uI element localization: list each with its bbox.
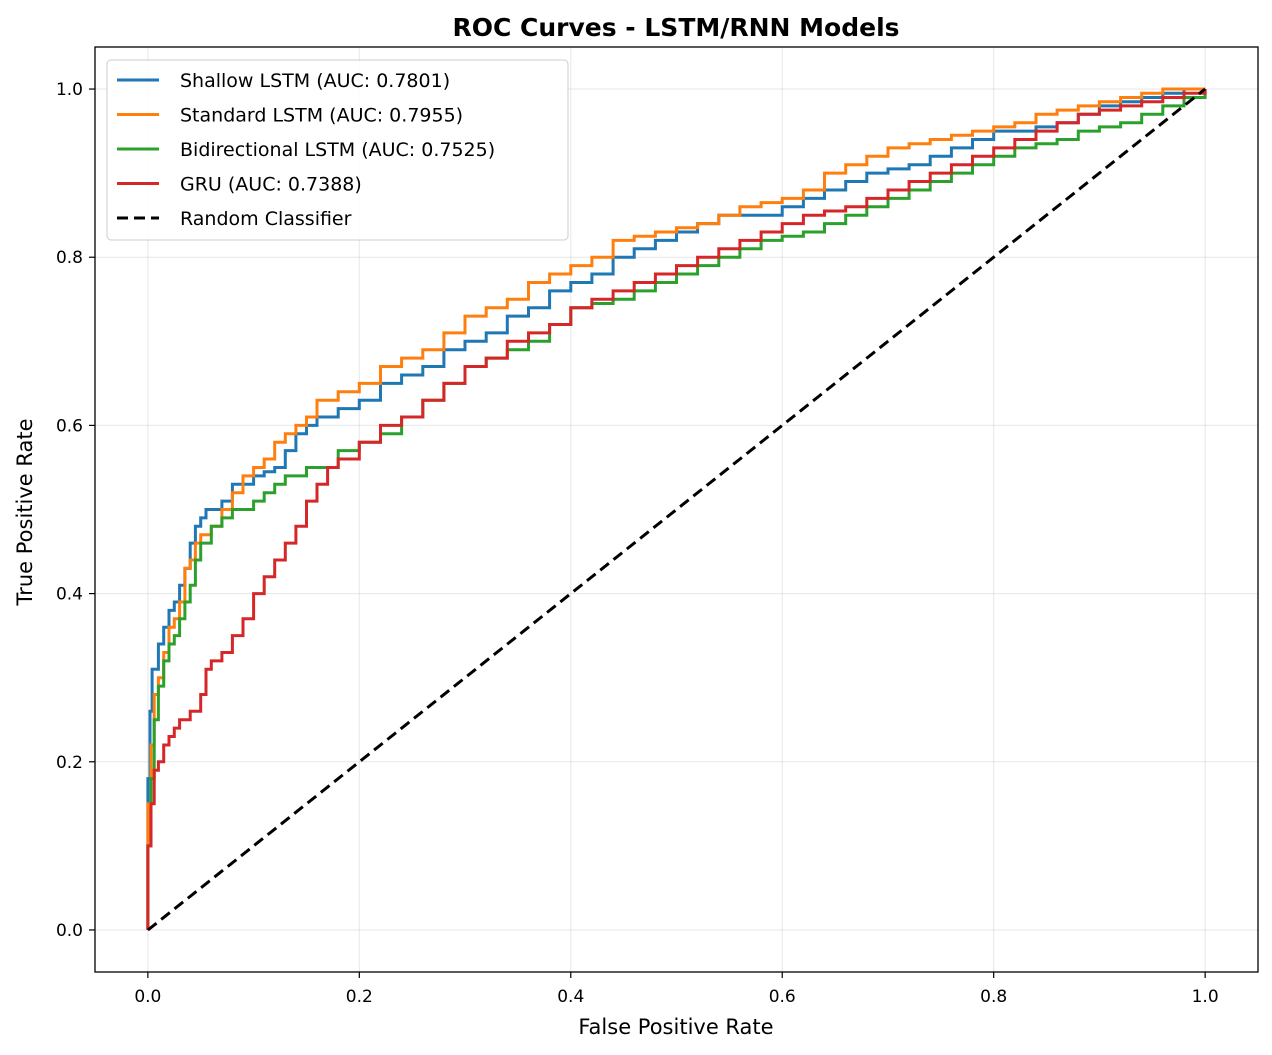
- x-axis-ticks: 0.0 0.2 0.4 0.6 0.8 1.0: [134, 972, 1219, 1007]
- plot-frame: [94, 46, 1259, 973]
- y-tick-label: 0.6: [56, 416, 83, 436]
- series-line-2: [146, 89, 1207, 930]
- chart-title: ROC Curves - LSTM/RNN Models: [452, 13, 899, 42]
- legend-label: Standard LSTM (AUC: 0.7955): [180, 105, 463, 127]
- series-line-3: [146, 89, 1207, 930]
- legend-label: Random Classifier: [180, 208, 352, 230]
- legend-label: Shallow LSTM (AUC: 0.7801): [180, 70, 450, 92]
- x-tick-label: 0.4: [557, 987, 584, 1007]
- series-group: [146, 87, 1207, 932]
- legend-label: GRU (AUC: 0.7388): [180, 174, 362, 196]
- legend-box: [106, 59, 569, 241]
- y-tick-label: 1.0: [56, 80, 83, 100]
- x-tick-label: 0.0: [134, 987, 161, 1007]
- y-axis-label: True Positive Rate: [13, 418, 37, 606]
- x-tick-label: 0.8: [980, 987, 1007, 1007]
- series-line-4: [146, 87, 1207, 932]
- y-tick-label: 0.2: [56, 753, 83, 773]
- x-tick-label: 0.2: [346, 987, 373, 1007]
- y-axis-ticks: 0.0 0.2 0.4 0.6 0.8 1.0: [56, 80, 95, 941]
- y-tick-label: 0.0: [56, 921, 83, 941]
- y-tick-label: 0.4: [56, 585, 83, 605]
- y-tick-label: 0.8: [56, 248, 83, 268]
- x-tick-label: 0.6: [769, 987, 796, 1007]
- x-tick-label: 1.0: [1192, 987, 1219, 1007]
- legend-label: Bidirectional LSTM (AUC: 0.7525): [180, 139, 495, 161]
- series-line-1: [146, 87, 1206, 930]
- x-axis-label: False Positive Rate: [578, 1015, 773, 1039]
- legend: Shallow LSTM (AUC: 0.7801) Standard LSTM …: [106, 59, 569, 241]
